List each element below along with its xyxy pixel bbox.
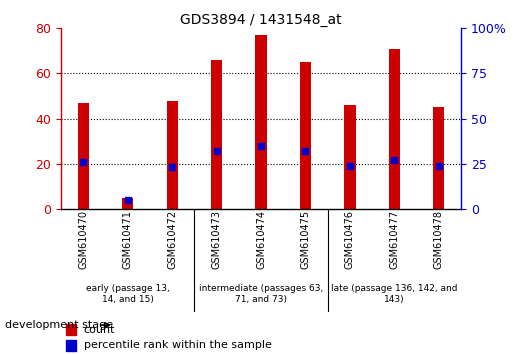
Bar xyxy=(66,324,76,335)
Text: intermediate (passages 63,
71, and 73): intermediate (passages 63, 71, and 73) xyxy=(199,284,323,303)
Bar xyxy=(122,198,133,209)
Bar xyxy=(434,107,445,209)
Bar xyxy=(389,48,400,209)
Text: GSM610472: GSM610472 xyxy=(167,210,177,269)
Text: GSM610470: GSM610470 xyxy=(78,210,88,269)
Text: GSM610475: GSM610475 xyxy=(301,210,311,269)
Text: percentile rank within the sample: percentile rank within the sample xyxy=(84,340,271,350)
Bar xyxy=(66,340,76,350)
Text: GSM610476: GSM610476 xyxy=(345,210,355,269)
Bar xyxy=(344,105,356,209)
Text: development stage: development stage xyxy=(5,320,113,330)
Bar xyxy=(255,35,267,209)
Text: GSM610474: GSM610474 xyxy=(256,210,266,269)
Title: GDS3894 / 1431548_at: GDS3894 / 1431548_at xyxy=(180,13,342,27)
Text: GSM610477: GSM610477 xyxy=(390,210,400,269)
Text: early (passage 13,
14, and 15): early (passage 13, 14, and 15) xyxy=(86,284,170,303)
Text: late (passage 136, 142, and
143): late (passage 136, 142, and 143) xyxy=(331,284,458,303)
Text: GSM610471: GSM610471 xyxy=(122,210,132,269)
Bar xyxy=(211,60,222,209)
Bar xyxy=(166,101,178,209)
Bar xyxy=(300,62,311,209)
Bar xyxy=(77,103,89,209)
Text: GSM610478: GSM610478 xyxy=(434,210,444,269)
Text: GSM610473: GSM610473 xyxy=(211,210,222,269)
Text: count: count xyxy=(84,325,115,335)
